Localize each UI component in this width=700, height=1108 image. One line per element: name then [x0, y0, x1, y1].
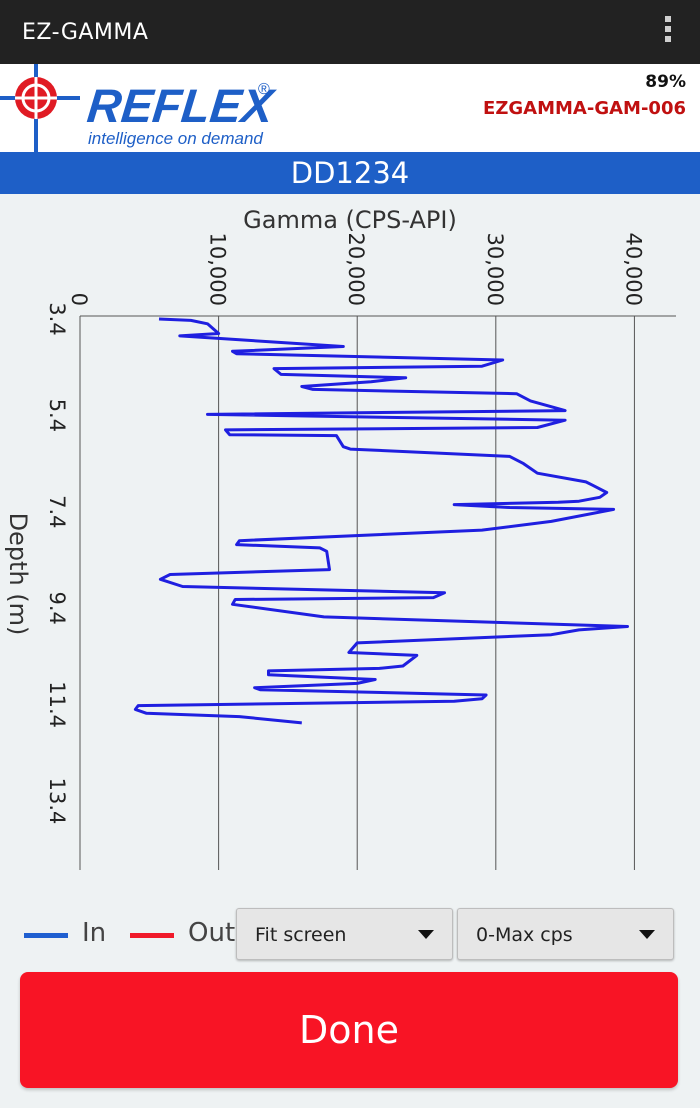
- overflow-menu-icon[interactable]: [662, 16, 674, 48]
- y-axis-ticks: 3.4 5.4 7.4 9.4 11.4 13.4: [45, 302, 69, 824]
- chevron-down-icon: [418, 930, 434, 939]
- y-tick-label: 13.4: [45, 778, 69, 825]
- legend-in-label: In: [82, 918, 107, 948]
- y-tick-label: 7.4: [45, 495, 69, 528]
- legend-out-label: Out: [188, 918, 236, 948]
- x-axis-ticks: 0 10,000 20,000 30,000 40,000: [67, 233, 645, 306]
- chart-series: [133, 317, 629, 725]
- chart-title: Gamma (CPS-API): [243, 206, 457, 234]
- y-tick-label: 3.4: [45, 302, 69, 335]
- legend-out: Out: [130, 912, 240, 956]
- app-bar: EZ-GAMMA: [0, 0, 700, 64]
- y-axis-label: Depth (m): [4, 513, 32, 636]
- reflex-logo: REFLEX ® intelligence on demand: [0, 64, 278, 152]
- done-button[interactable]: Done: [20, 972, 678, 1088]
- x-tick-label: 10,000: [206, 233, 230, 306]
- hole-id: DD1234: [290, 156, 410, 190]
- chart-grid: [79, 315, 676, 870]
- battery-level: 89%: [645, 72, 686, 92]
- x-tick-label: 0: [67, 293, 91, 306]
- legend-out-swatch: [130, 933, 174, 938]
- hole-id-bar: DD1234: [0, 152, 700, 194]
- device-id: EZGAMMA-GAM-006: [483, 98, 686, 119]
- y-tick-label: 5.4: [45, 399, 69, 432]
- range-dropdown[interactable]: 0-Max cps: [457, 908, 674, 960]
- scale-dropdown-label: Fit screen: [255, 924, 347, 946]
- logo-text: REFLEX: [85, 79, 278, 132]
- gamma-depth-chart: 0 10,000 20,000 30,000 40,000 3.4 5.4 7.4 9.4 11…: [4, 206, 676, 870]
- x-tick-label: 30,000: [483, 233, 507, 306]
- range-dropdown-label: 0-Max cps: [476, 924, 573, 946]
- app-title: EZ-GAMMA: [22, 20, 149, 45]
- scale-dropdown[interactable]: Fit screen: [236, 908, 453, 960]
- legend-in: In: [24, 912, 124, 956]
- logo-tagline: intelligence on demand: [88, 129, 263, 148]
- registered-mark: ®: [258, 81, 270, 98]
- y-tick-label: 11.4: [45, 681, 69, 728]
- x-tick-label: 20,000: [344, 233, 368, 306]
- y-tick-label: 9.4: [45, 591, 69, 624]
- x-tick-label: 40,000: [621, 233, 645, 306]
- brand-header: REFLEX ® intelligence on demand 89% EZGA…: [0, 64, 700, 152]
- series-line-in: [133, 317, 629, 725]
- legend-in-swatch: [24, 933, 68, 938]
- chevron-down-icon: [639, 930, 655, 939]
